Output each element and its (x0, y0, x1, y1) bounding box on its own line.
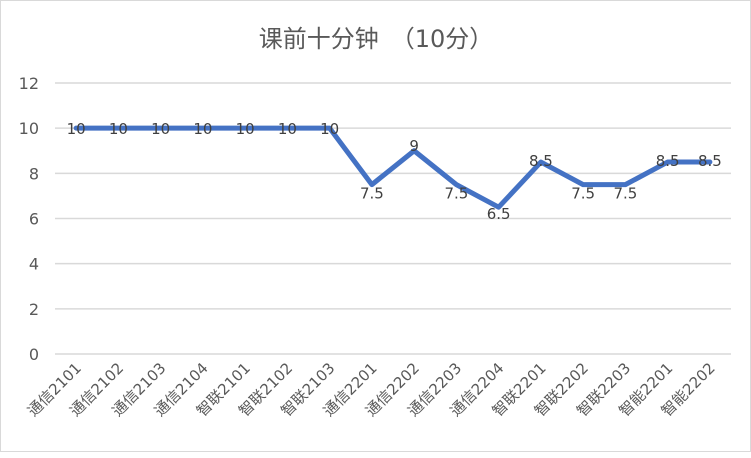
y-tick-label: 12 (19, 74, 39, 93)
chart-title: 课前十分钟 （10分） (259, 25, 494, 53)
y-axis: 0 2 4 6 8 10 12 (19, 74, 39, 364)
data-label: 10 (320, 120, 339, 138)
data-label: 7.5 (360, 185, 384, 203)
data-label: 9 (409, 137, 419, 155)
data-label: 10 (151, 120, 170, 138)
y-tick-label: 6 (29, 210, 39, 229)
data-label: 10 (109, 120, 128, 138)
y-tick-label: 10 (19, 119, 39, 138)
data-labels: 10 10 10 10 10 10 10 7.5 9 7.5 6.5 8.5 7.5 7.5 8.5 8.5 (67, 120, 722, 223)
data-label: 7.5 (571, 185, 595, 203)
x-axis: 通信2101通信2102通信2103通信2104智联2101智联2102智联21… (24, 359, 719, 420)
data-label: 6.5 (487, 205, 511, 223)
y-tick-label: 0 (29, 345, 39, 364)
y-tick-label: 4 (29, 255, 39, 274)
series-line (73, 125, 713, 210)
data-label: 10 (67, 120, 86, 138)
y-tick-label: 2 (29, 300, 39, 319)
data-label: 10 (278, 120, 297, 138)
data-label: 7.5 (613, 185, 637, 203)
data-label: 8.5 (698, 152, 722, 170)
data-label: 8.5 (656, 152, 680, 170)
data-label: 10 (193, 120, 212, 138)
data-label: 8.5 (529, 152, 553, 170)
y-tick-label: 8 (29, 164, 39, 183)
data-label: 7.5 (444, 185, 468, 203)
data-label: 10 (236, 120, 255, 138)
